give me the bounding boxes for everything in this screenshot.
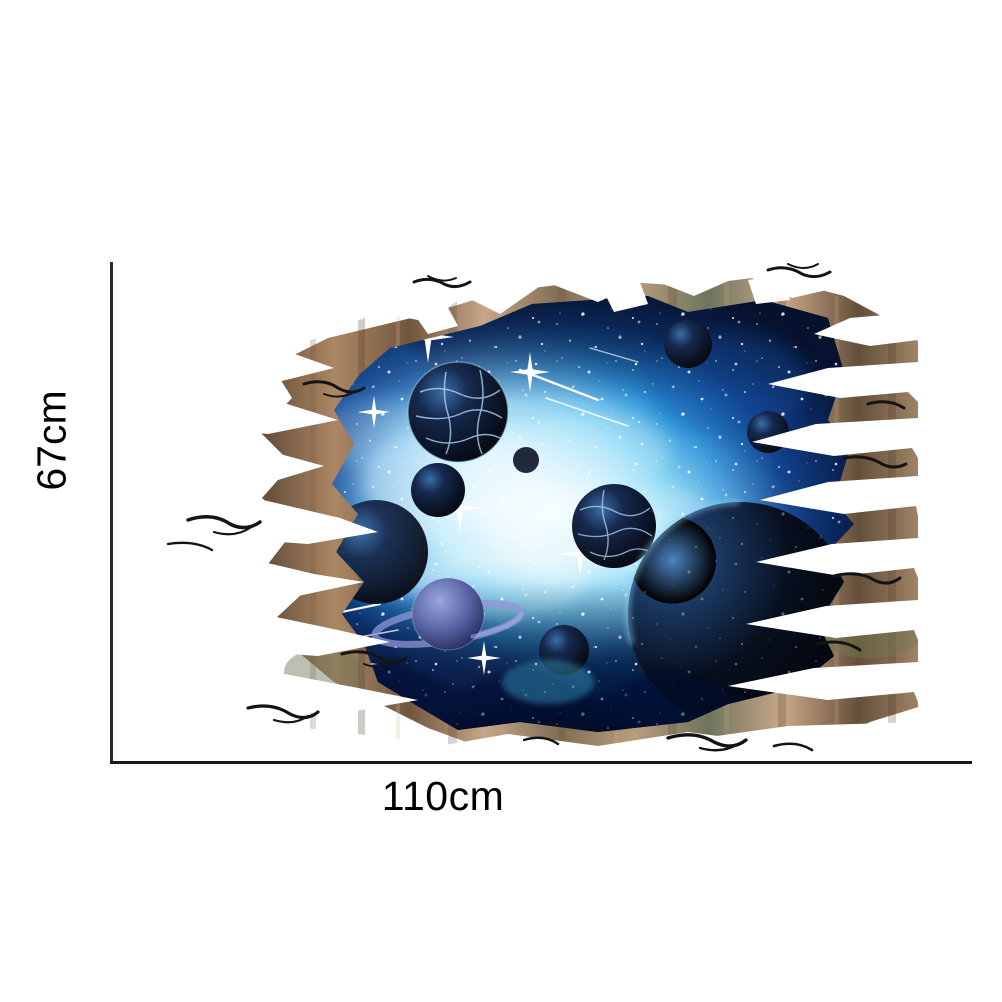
small-planet-top-right: [664, 320, 712, 368]
tiny-planet-upper: [513, 447, 539, 473]
width-dimension-label-text: 110cm: [381, 773, 505, 819]
height-dimension-label: 67cm: [28, 390, 75, 491]
ringed-planet: [371, 577, 525, 651]
galaxy-artwork-svg: [128, 252, 918, 752]
galaxy-wall-sticker-artwork: [128, 252, 918, 752]
cracked-planet-center-right: [572, 484, 656, 568]
width-axis-line: [110, 761, 972, 764]
galaxy-scene: [332, 296, 854, 732]
width-dimension-label: 110cm: [0, 776, 1002, 817]
crack-filaments: [166, 263, 908, 752]
height-axis-line: [110, 262, 113, 764]
torn-edge-shards: [128, 252, 918, 752]
small-planet-center: [411, 463, 465, 517]
cracked-planet-upper-left: [407, 361, 509, 463]
shooting-stars: [332, 347, 639, 643]
